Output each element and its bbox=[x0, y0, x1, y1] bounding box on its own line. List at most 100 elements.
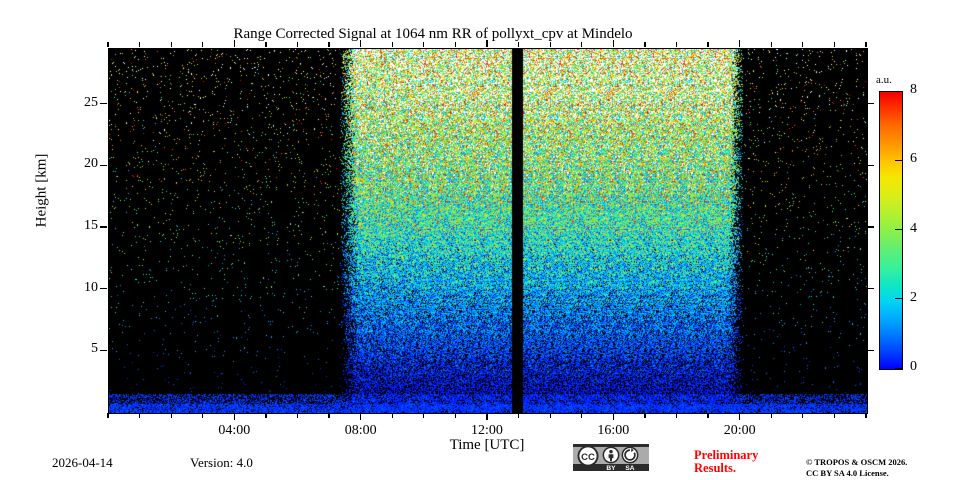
x-tick-mark-top bbox=[486, 39, 488, 47]
x-tick-mark bbox=[581, 413, 583, 419]
x-tick-mark bbox=[360, 413, 362, 421]
x-tick-label: 20:00 bbox=[723, 423, 756, 438]
x-tick-mark-top bbox=[107, 41, 109, 47]
x-tick-mark-top bbox=[802, 41, 804, 47]
colorbar-unit-label: a.u. bbox=[876, 74, 892, 86]
x-tick-mark bbox=[170, 413, 172, 419]
x-tick-mark-top bbox=[865, 41, 867, 47]
y-tick-mark-right bbox=[867, 226, 875, 228]
x-tick-mark bbox=[770, 413, 772, 419]
colorbar-tick-label: 2 bbox=[910, 289, 917, 305]
x-tick-mark-top bbox=[581, 41, 583, 47]
x-tick-mark bbox=[202, 413, 204, 419]
x-tick-mark-top bbox=[202, 41, 204, 47]
y-tick-label: 20 bbox=[84, 156, 98, 172]
preliminary-results-notice: Preliminary Results. bbox=[694, 449, 804, 475]
y-tick-mark bbox=[99, 102, 107, 105]
cc-sa-text: SA bbox=[625, 465, 634, 471]
x-tick-mark bbox=[549, 413, 551, 419]
x-tick-label: 16:00 bbox=[597, 423, 630, 438]
colorbar-tick-mark bbox=[895, 159, 902, 161]
x-tick-mark bbox=[454, 413, 456, 419]
x-tick-mark bbox=[296, 413, 299, 419]
footer-date: 2026-04-14 bbox=[52, 455, 113, 470]
y-tick-label: 15 bbox=[84, 217, 98, 233]
y-tick-mark-right bbox=[867, 349, 875, 351]
x-tick-mark-top bbox=[328, 41, 330, 47]
x-tick-mark bbox=[675, 413, 678, 419]
y-tick-mark-right bbox=[867, 288, 875, 290]
x-tick-mark-top bbox=[391, 41, 393, 47]
x-tick-mark-top bbox=[170, 41, 172, 47]
y-tick-mark bbox=[99, 288, 107, 290]
x-tick-mark bbox=[644, 413, 646, 419]
copyright-line-1: © TROPOS & OSCM 2026. bbox=[806, 457, 908, 467]
x-tick-mark bbox=[486, 413, 488, 421]
svg-text:CC: CC bbox=[581, 452, 595, 463]
y-tick-mark-right bbox=[867, 102, 875, 105]
x-tick-label: 12:00 bbox=[471, 423, 503, 438]
x-tick-mark bbox=[138, 413, 141, 419]
x-tick-mark bbox=[265, 413, 267, 419]
colorbar-tick-mark bbox=[895, 229, 902, 230]
footer-version: Version: 4.0 bbox=[190, 455, 253, 470]
colorbar-tick-mark bbox=[895, 298, 902, 300]
cc-by-text: BY bbox=[606, 465, 616, 471]
colorbar-tick-label: 0 bbox=[910, 359, 917, 374]
copyright-notice: © TROPOS & OSCM 2026. CC BY SA 4.0 Licen… bbox=[806, 457, 956, 479]
copyright-line-2: CC BY SA 4.0 License. bbox=[806, 468, 889, 478]
colorbar-tick-label: 6 bbox=[910, 151, 917, 167]
x-tick-mark bbox=[233, 413, 235, 421]
x-tick-mark bbox=[612, 413, 614, 421]
x-tick-label: 08:00 bbox=[344, 423, 377, 438]
y-tick-mark bbox=[99, 226, 107, 228]
x-tick-mark bbox=[107, 413, 109, 419]
x-tick-mark-top bbox=[233, 39, 235, 47]
colorbar-tick-mark bbox=[895, 90, 902, 92]
x-tick-mark-top bbox=[423, 41, 425, 47]
cc-license-badge[interactable]: CC BY SA bbox=[573, 444, 649, 471]
x-tick-mark bbox=[328, 413, 330, 419]
x-tick-mark-top bbox=[770, 41, 772, 47]
colorbar-tick-label: 4 bbox=[910, 220, 917, 236]
x-tick-mark-top bbox=[612, 39, 614, 47]
x-tick-mark bbox=[517, 413, 520, 419]
plot-axes[interactable] bbox=[108, 48, 868, 414]
colorbar-tick-mark bbox=[895, 367, 902, 369]
x-tick-mark-top bbox=[360, 39, 362, 47]
x-tick-label: 04:00 bbox=[218, 423, 251, 438]
x-tick-mark-top bbox=[265, 41, 267, 47]
x-tick-mark bbox=[707, 413, 709, 419]
y-tick-label: 5 bbox=[91, 341, 98, 357]
x-tick-mark bbox=[833, 413, 835, 419]
y-tick-mark-right bbox=[867, 164, 875, 166]
x-tick-mark bbox=[423, 413, 425, 419]
y-tick-mark bbox=[99, 349, 107, 351]
x-tick-mark bbox=[391, 413, 393, 419]
x-tick-mark-top bbox=[296, 41, 299, 47]
x-tick-mark-top bbox=[707, 41, 709, 47]
preliminary-line-2: Results. bbox=[694, 461, 737, 475]
x-tick-mark-top bbox=[739, 39, 741, 47]
y-axis-label: Height [km] bbox=[33, 153, 50, 228]
y-tick-mark bbox=[99, 164, 107, 166]
x-tick-mark-top bbox=[517, 41, 520, 47]
x-tick-mark-top bbox=[833, 41, 835, 47]
x-tick-mark-top bbox=[138, 41, 141, 47]
colorbar[interactable] bbox=[879, 91, 903, 370]
x-tick-mark-top bbox=[454, 41, 456, 47]
y-tick-label: 10 bbox=[84, 279, 98, 295]
x-tick-mark-top bbox=[644, 41, 646, 47]
heatmap-canvas bbox=[109, 49, 867, 413]
x-tick-mark-top bbox=[549, 41, 551, 47]
x-axis-label: Time [UTC] bbox=[449, 437, 525, 453]
colorbar-tick-label: 8 bbox=[910, 82, 917, 97]
page-title: Range Corrected Signal at 1064 nm RR of … bbox=[233, 26, 633, 42]
y-tick-label: 25 bbox=[84, 94, 98, 110]
x-tick-mark bbox=[865, 413, 867, 419]
x-tick-mark bbox=[739, 413, 741, 421]
x-tick-mark-top bbox=[675, 41, 678, 47]
preliminary-line-1: Preliminary bbox=[694, 448, 759, 462]
x-tick-mark bbox=[802, 413, 804, 419]
